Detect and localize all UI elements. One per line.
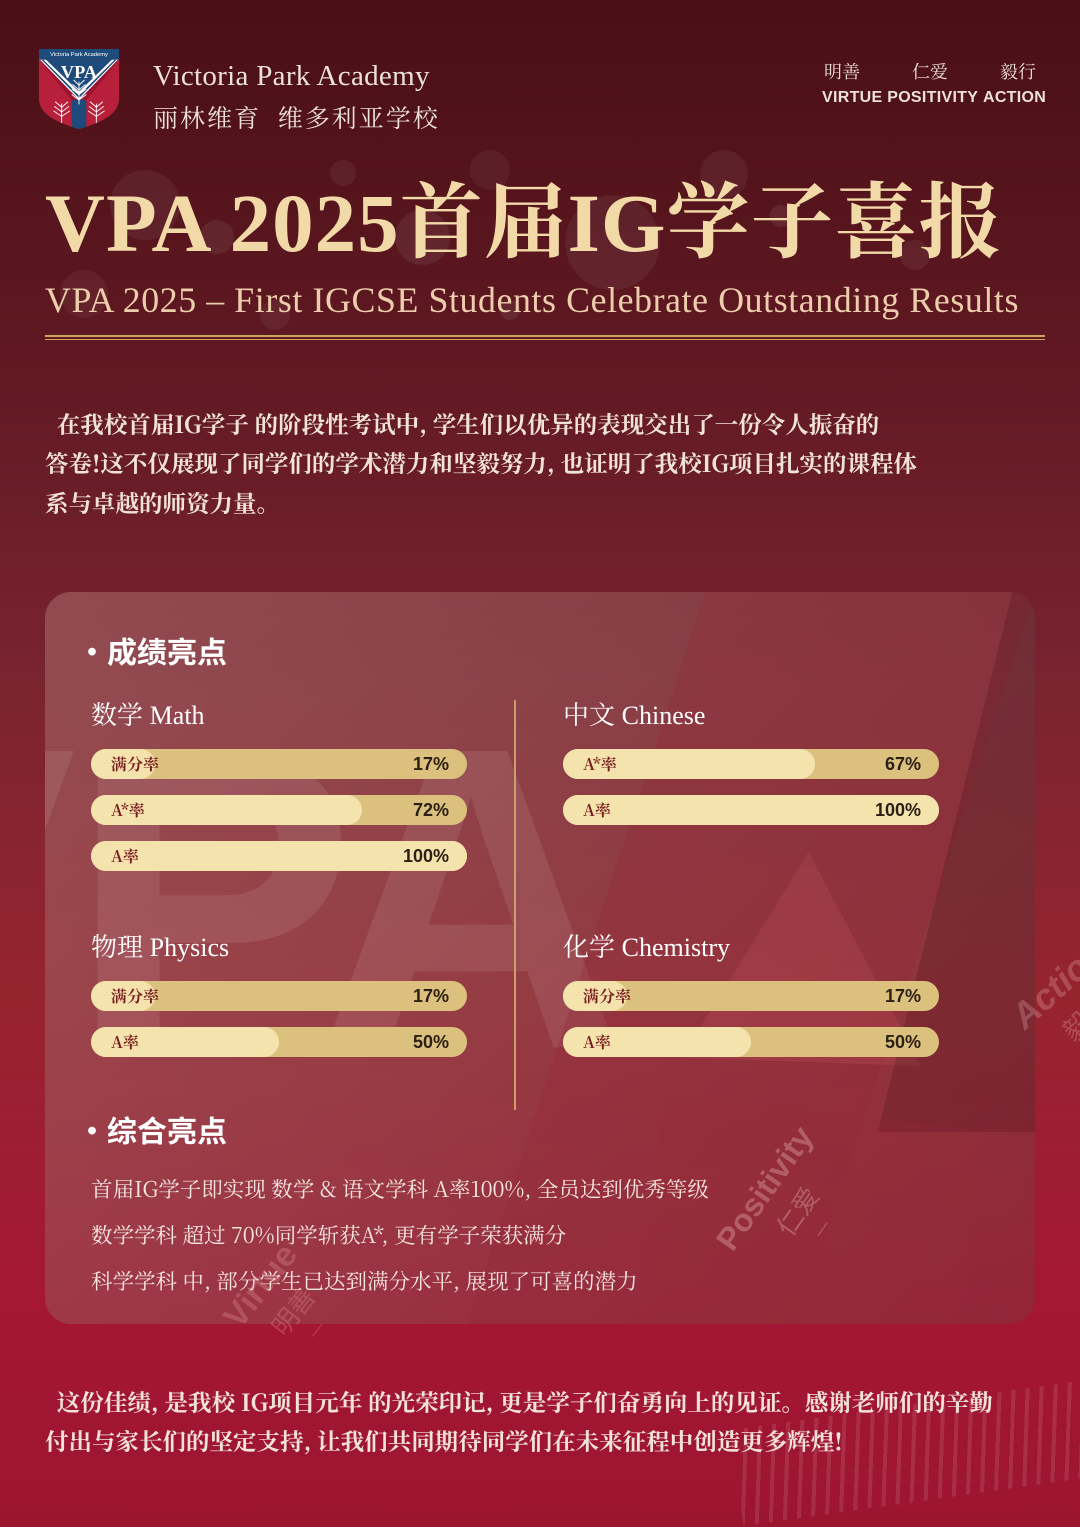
svg-text:VPA: VPA: [61, 62, 98, 82]
svg-text:Victoria Park Academy: Victoria Park Academy: [50, 52, 108, 58]
